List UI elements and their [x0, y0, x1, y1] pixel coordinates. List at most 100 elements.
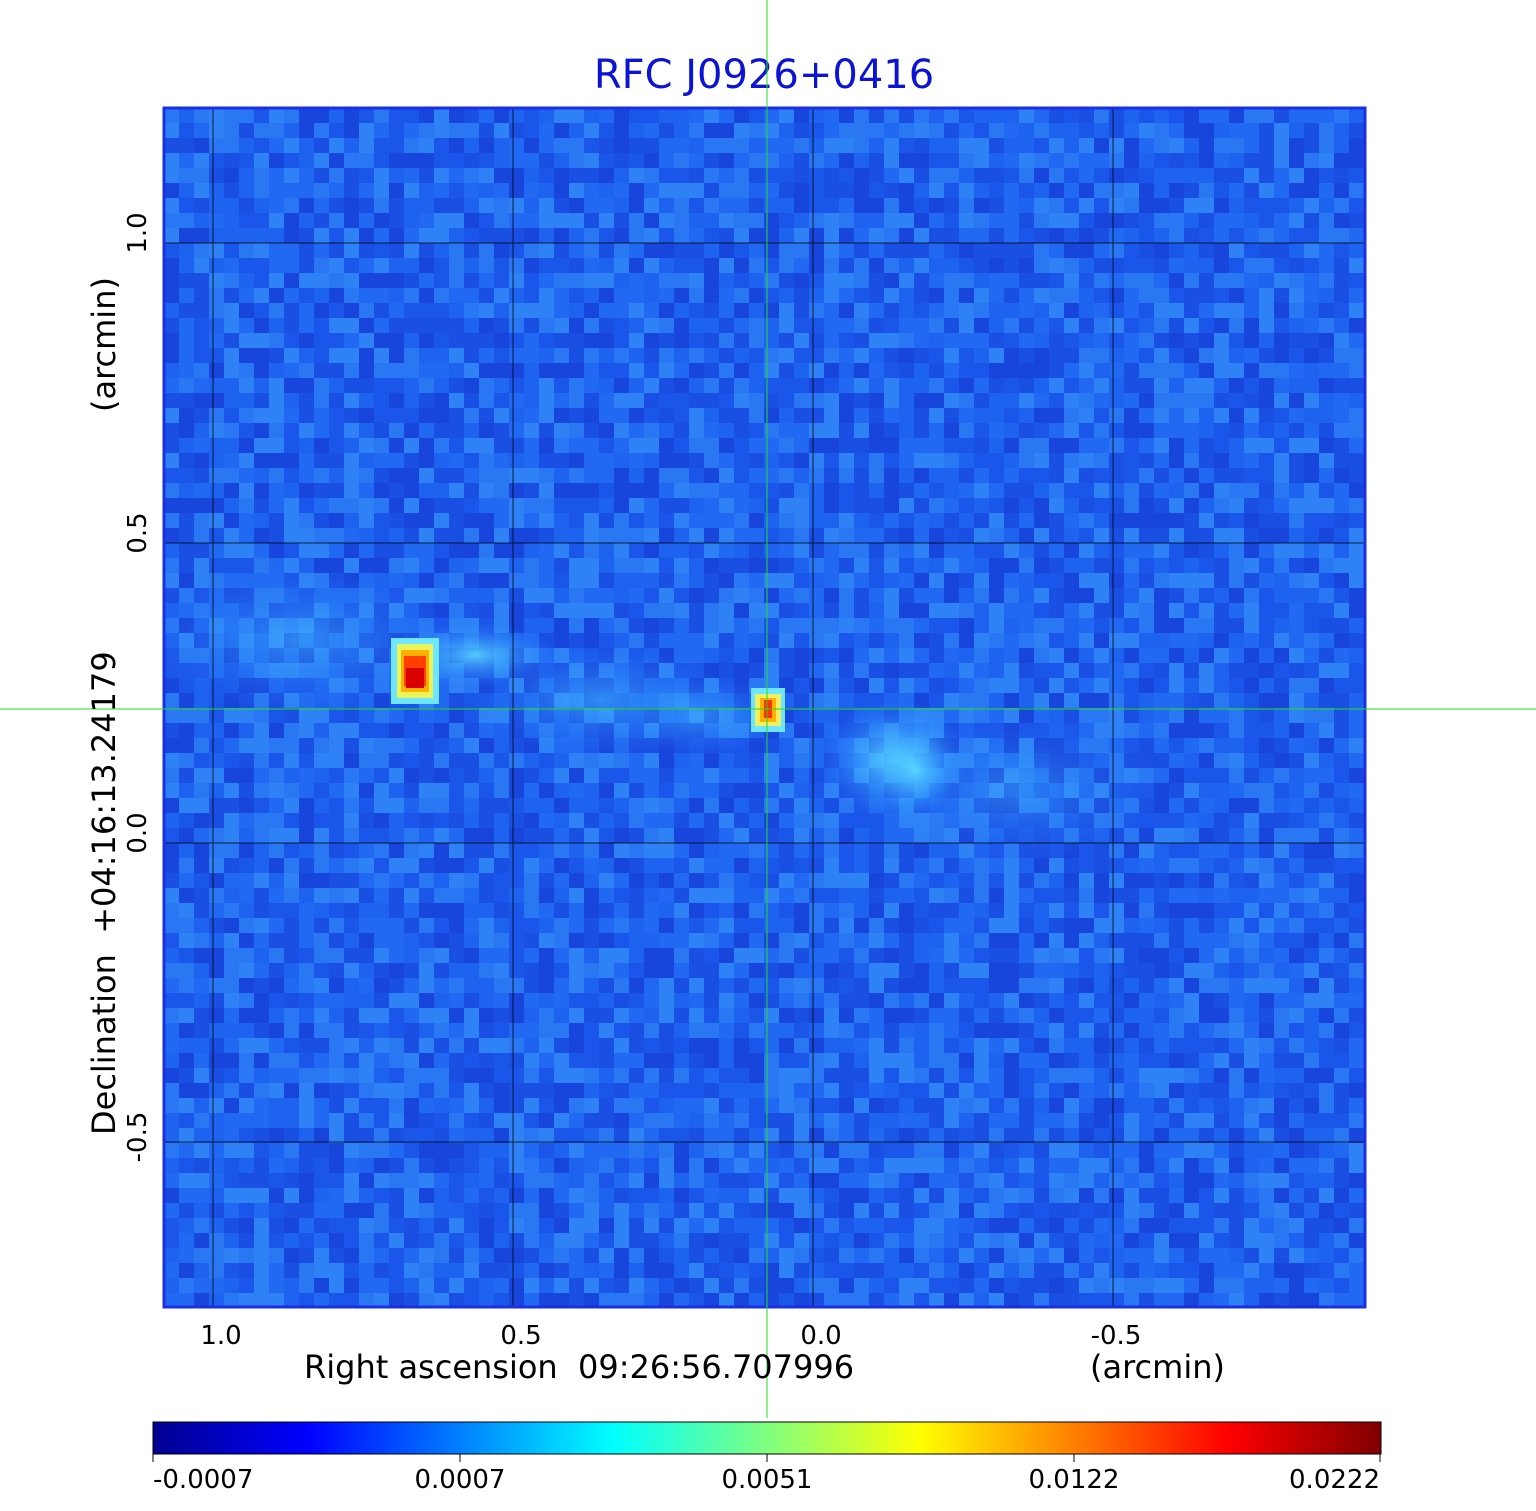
- map-pixel: [434, 708, 449, 723]
- map-pixel: [419, 768, 434, 783]
- map-pixel: [1184, 903, 1199, 918]
- map-pixel: [854, 588, 869, 603]
- map-pixel: [1169, 318, 1184, 333]
- map-pixel: [599, 528, 614, 543]
- map-pixel: [854, 873, 869, 888]
- map-pixel: [779, 423, 794, 438]
- map-pixel: [1259, 498, 1274, 513]
- map-pixel: [944, 558, 959, 573]
- map-pixel: [734, 993, 749, 1008]
- map-pixel: [464, 393, 479, 408]
- map-pixel: [719, 663, 734, 678]
- map-pixel: [809, 903, 824, 918]
- map-pixel: [1139, 843, 1154, 858]
- map-pixel: [914, 378, 929, 393]
- map-pixel: [1019, 693, 1034, 708]
- map-pixel: [329, 288, 344, 303]
- map-pixel: [1274, 843, 1289, 858]
- map-pixel: [899, 843, 914, 858]
- map-pixel: [224, 108, 239, 123]
- map-pixel: [1349, 648, 1364, 663]
- map-pixel: [1124, 348, 1139, 363]
- map-pixel: [1169, 183, 1184, 198]
- map-pixel: [929, 948, 944, 963]
- map-pixel: [254, 483, 269, 498]
- map-pixel: [839, 978, 854, 993]
- map-pixel: [1319, 918, 1334, 933]
- map-pixel: [839, 918, 854, 933]
- map-pixel: [1139, 183, 1154, 198]
- map-pixel: [1229, 108, 1244, 123]
- map-pixel: [899, 318, 914, 333]
- map-pixel: [1019, 393, 1034, 408]
- map-pixel: [374, 198, 389, 213]
- map-pixel: [749, 828, 764, 843]
- map-pixel: [599, 438, 614, 453]
- map-pixel: [539, 243, 554, 258]
- map-pixel: [1184, 543, 1199, 558]
- map-pixel: [494, 903, 509, 918]
- map-pixel: [794, 303, 809, 318]
- map-pixel: [1004, 558, 1019, 573]
- map-pixel: [194, 183, 209, 198]
- map-pixel: [1319, 168, 1334, 183]
- map-pixel: [809, 813, 824, 828]
- map-pixel: [1034, 498, 1049, 513]
- map-pixel: [1184, 858, 1199, 873]
- map-pixel: [1034, 678, 1049, 693]
- map-pixel: [1154, 258, 1169, 273]
- map-pixel: [944, 468, 959, 483]
- map-pixel: [224, 363, 239, 378]
- map-pixel: [1289, 123, 1304, 138]
- map-pixel: [1289, 318, 1304, 333]
- map-pixel: [1139, 303, 1154, 318]
- map-pixel: [734, 438, 749, 453]
- map-pixel: [539, 333, 554, 348]
- map-pixel: [359, 138, 374, 153]
- map-pixel: [929, 363, 944, 378]
- map-pixel: [1154, 918, 1169, 933]
- map-pixel: [929, 978, 944, 993]
- map-pixel: [1139, 453, 1154, 468]
- map-pixel: [629, 108, 644, 123]
- map-pixel: [989, 363, 1004, 378]
- map-pixel: [554, 618, 569, 633]
- map-pixel: [1124, 243, 1139, 258]
- map-pixel: [809, 213, 824, 228]
- map-pixel: [449, 108, 464, 123]
- map-pixel: [224, 738, 239, 753]
- map-pixel: [779, 618, 794, 633]
- map-pixel: [1259, 768, 1274, 783]
- map-pixel: [644, 873, 659, 888]
- map-pixel: [1289, 468, 1304, 483]
- map-pixel: [1049, 468, 1064, 483]
- map-pixel: [689, 543, 704, 558]
- map-pixel: [464, 588, 479, 603]
- map-pixel: [599, 498, 614, 513]
- map-pixel: [929, 123, 944, 138]
- map-pixel: [674, 573, 689, 588]
- map-pixel: [584, 858, 599, 873]
- map-pixel: [614, 393, 629, 408]
- map-pixel: [314, 318, 329, 333]
- map-pixel: [959, 393, 974, 408]
- map-pixel: [239, 393, 254, 408]
- map-pixel: [1169, 288, 1184, 303]
- map-pixel: [1334, 828, 1349, 843]
- map-pixel: [1349, 378, 1364, 393]
- map-pixel: [1349, 1008, 1364, 1023]
- map-pixel: [1244, 783, 1259, 798]
- map-pixel: [944, 228, 959, 243]
- map-pixel: [644, 333, 659, 348]
- map-pixel: [944, 648, 959, 663]
- map-pixel: [1064, 933, 1079, 948]
- map-pixel: [719, 498, 734, 513]
- map-pixel: [374, 348, 389, 363]
- map-pixel: [1199, 243, 1214, 258]
- map-pixel: [1169, 993, 1184, 1008]
- map-pixel: [869, 303, 884, 318]
- map-pixel: [734, 963, 749, 978]
- map-pixel: [674, 888, 689, 903]
- map-pixel: [1229, 558, 1244, 573]
- map-pixel: [629, 543, 644, 558]
